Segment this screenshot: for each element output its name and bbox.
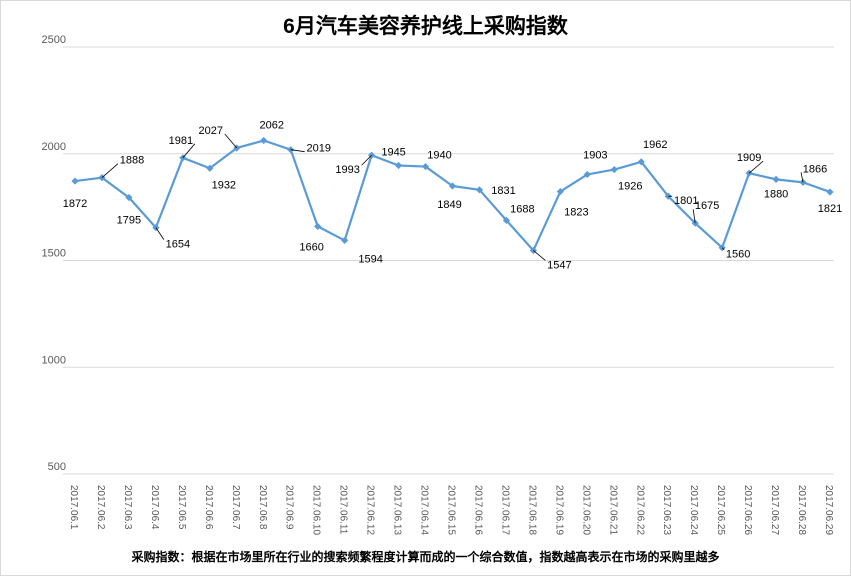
y-tick-label: 2000	[42, 141, 66, 153]
chart-footnote: 采购指数：根据在市场里所在行业的搜索频繁程度计算而成的一个综合数值，指数越高表示…	[131, 550, 720, 564]
x-tick-label: 2017.06.8	[257, 485, 268, 530]
x-tick-label: 2017.06.12	[365, 485, 376, 535]
data-point	[556, 187, 564, 196]
data-label: 1688	[510, 203, 534, 215]
data-point	[421, 162, 430, 171]
data-point	[314, 222, 322, 230]
data-label: 1660	[299, 241, 323, 253]
x-tick-label: 2017.06.19	[553, 485, 564, 535]
series-line	[74, 139, 831, 252]
x-tick-label: 2017.06.13	[392, 485, 403, 535]
x-tick-label: 2017.06.25	[715, 485, 726, 535]
data-label: 1940	[427, 150, 451, 162]
leader-line	[800, 172, 804, 183]
data-point	[826, 188, 834, 196]
data-point	[637, 158, 645, 166]
x-tick-label: 2017.06.26	[742, 485, 753, 535]
leader-line	[290, 149, 305, 153]
data-label: 1945	[381, 146, 405, 158]
leader-line	[533, 250, 546, 261]
x-tick-label: 2017.06.20	[580, 485, 591, 535]
data-label: 1993	[335, 164, 359, 176]
x-tick-label: 2017.06.1	[68, 485, 79, 530]
leader-line	[361, 154, 372, 166]
data-label: 2062	[260, 120, 284, 132]
x-tick-label: 2017.06.24	[688, 485, 699, 535]
x-tick-label: 2017.06.6	[203, 485, 214, 530]
chart-title: 6月汽车美容养护线上采购指数	[283, 15, 568, 38]
x-tick-label: 2017.06.10	[311, 485, 322, 535]
y-tick-label: 1500	[42, 248, 66, 260]
data-point	[502, 216, 511, 224]
data-label: 1823	[564, 207, 588, 219]
data-point	[610, 165, 618, 174]
data-point	[125, 193, 133, 202]
leader-line	[748, 160, 764, 174]
leader-line	[721, 247, 725, 250]
x-tick-label: 2017.06.4	[149, 485, 160, 530]
y-tick-label: 1000	[42, 354, 66, 366]
data-label: 1821	[818, 203, 842, 215]
x-tick-label: 2017.06.11	[338, 485, 349, 535]
x-tick-label: 2017.06.14	[419, 485, 430, 535]
data-label: 1880	[764, 188, 788, 200]
data-label: 1903	[583, 149, 607, 161]
x-tick-label: 2017.06.9	[284, 485, 295, 530]
data-label: 1888	[120, 155, 144, 167]
x-tick-label: 2017.06.21	[607, 485, 618, 535]
data-label: 1866	[803, 163, 827, 175]
data-point	[260, 136, 268, 145]
data-label: 1547	[547, 259, 571, 271]
data-point	[206, 164, 214, 172]
data-label: 1962	[643, 139, 667, 151]
data-label: 1560	[726, 249, 750, 261]
leader-line	[182, 143, 196, 159]
leader-line	[155, 227, 165, 240]
data-point	[394, 161, 403, 170]
data-label: 1831	[491, 185, 515, 197]
data-point	[448, 182, 457, 190]
data-label: 2019	[306, 143, 330, 155]
data-label: 1849	[437, 199, 461, 211]
data-label: 1981	[169, 135, 193, 147]
data-label: 1594	[358, 253, 382, 265]
data-label: 1932	[212, 179, 236, 191]
x-tick-label: 2017.06.3	[122, 485, 133, 530]
x-tick-label: 2017.06.29	[823, 485, 834, 535]
data-label: 1909	[737, 152, 761, 164]
x-tick-label: 2017.06.18	[526, 485, 537, 535]
data-point	[799, 178, 807, 186]
x-tick-label: 2017.06.7	[230, 485, 241, 530]
y-tick-label: 500	[48, 461, 66, 473]
data-point	[772, 175, 780, 183]
x-tick-label: 2017.06.22	[634, 485, 645, 535]
data-point	[71, 177, 79, 185]
y-tick-label: 2500	[42, 34, 66, 46]
x-tick-label: 2017.06.28	[796, 485, 807, 535]
x-tick-label: 2017.06.23	[661, 485, 672, 535]
data-label: 1872	[63, 198, 87, 210]
data-point	[691, 219, 699, 227]
data-point	[664, 192, 672, 200]
data-label: 1926	[618, 181, 642, 193]
leader-line	[101, 163, 119, 178]
data-label: 1801	[674, 195, 698, 207]
data-point	[583, 170, 591, 179]
x-tick-label: 2017.06.16	[472, 485, 483, 535]
data-point	[341, 236, 349, 245]
data-label: 2027	[199, 125, 223, 137]
data-label: 1654	[166, 239, 190, 251]
data-label: 1675	[695, 200, 719, 212]
leader-line	[692, 209, 696, 224]
x-tick-label: 2017.06.2	[95, 485, 106, 530]
data-label: 1795	[117, 215, 141, 227]
x-tick-label: 2017.06.5	[176, 485, 187, 530]
x-tick-label: 2017.06.17	[499, 485, 510, 535]
data-point	[475, 186, 484, 194]
x-tick-label: 2017.06.15	[446, 485, 457, 535]
leader-line	[224, 133, 238, 149]
x-tick-label: 2017.06.27	[769, 485, 780, 535]
